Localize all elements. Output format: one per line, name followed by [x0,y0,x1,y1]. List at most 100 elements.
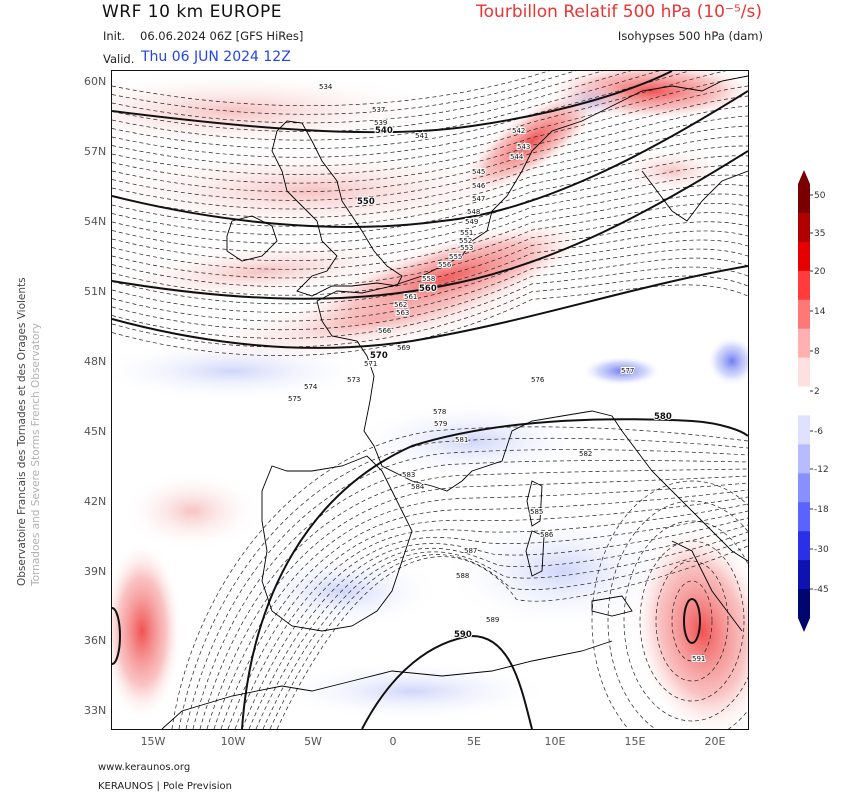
isohypse-label: 539 [374,119,387,127]
isohypse-label: 575 [288,395,301,403]
isohypse-label: 540 [375,126,393,136]
valid-label: Valid. [103,52,135,66]
colorbar-swatch [798,589,810,619]
isohypse-label: 579 [434,420,447,428]
colorbar-swatch [798,270,810,301]
longitude-label: 10W [220,735,246,748]
isohypse-label: 542 [512,127,525,135]
init-value: 06.06.2024 06Z [GFS HiRes] [140,29,304,43]
colorbar-swatch [798,241,810,272]
isohypse-label: 582 [579,450,592,458]
valid-date: Thu 06 JUN 2024 12Z [141,49,291,65]
latitude-label: 48N [84,355,107,368]
weather-map: 534 537 539 540 541 542 543 544 545 546 547 548 549 5… [111,70,749,730]
colorbar-label: -6 [814,427,823,437]
colorbar-swatch [798,299,810,330]
footer-url[interactable]: www.keraunos.org [98,762,191,773]
isohypse-label: 569 [397,344,410,352]
colorbar-swatch [798,502,810,532]
latitude-label: 33N [84,704,107,717]
isohypse-label: 553 [460,244,473,252]
latitude-label: 45N [84,425,107,438]
isohypse-label: 551 [460,229,473,237]
colorbar: 50 35 20 14 8 2 -6 -12 -18 -30 -45 [798,170,842,644]
colorbar-swatch [798,444,810,474]
colorbar-swatch [798,531,810,561]
isohypse-label: 548 [467,208,480,216]
latitude-label: 54N [84,215,107,228]
colorbar-label: 8 [814,347,820,357]
colorbar-label: 50 [814,191,826,201]
isohypse-label: 586 [540,531,554,539]
isohypse-label: 584 [411,483,425,491]
side-credit-en: Tornadoes and Severe Storms French Obser… [30,323,42,586]
isohypse-label: 585 [530,508,543,516]
isohypse-label: 547 [472,195,485,203]
longitude-label: 15E [624,735,646,748]
isohypse-label: 541 [415,132,428,140]
longitude-label: 20E [704,735,726,748]
colorbar-label: -30 [814,545,829,555]
longitude-label: 0 [389,735,397,748]
longitude-label: 10E [544,735,566,748]
isohypse-label: 577 [621,367,634,375]
latitude-label: 57N [84,145,107,158]
latitude-label: 39N [84,565,107,578]
colorbar-swatch [798,184,810,214]
isohypse-label: 556 [438,261,452,269]
longitude-label: 5W [304,735,322,748]
isohypse-label: 544 [510,153,524,161]
longitude-label: 5E [467,735,481,748]
colorbar-label: 20 [814,267,826,277]
latitude-label: 51N [84,285,107,298]
colorbar-swatch [798,386,810,416]
isohypse-label: 560 [419,284,437,294]
colorbar-swatch [798,357,810,388]
colorbar-swatch [798,415,810,445]
latitude-label: 60N [84,75,107,88]
colorbar-label: -18 [814,505,829,515]
colorbar-label: -12 [814,465,829,475]
isohypse-label: 581 [455,436,468,444]
isohypse-label: 566 [378,327,392,335]
isohypse-label: 574 [304,383,318,391]
isohypse-label: 537 [372,106,385,114]
isohypse-label: 552 [459,237,472,245]
colorbar-swatch [798,560,810,590]
isohypse-label: 549 [465,218,478,226]
isohypse-label: 543 [517,143,530,151]
isohypse-label: 555 [449,253,462,261]
isohypse-label: 570 [370,351,388,361]
isohypse-label: 571 [364,360,377,368]
isohypse-label: 589 [486,616,499,624]
colorbar-max-arrow [798,170,810,184]
longitude-label: 15W [140,735,166,748]
isohypse-label: 561 [404,293,417,301]
side-credit-fr: Observatoire Francais des Tornades et de… [16,277,28,586]
colorbar-swatch [798,473,810,503]
colorbar-scale: 50 35 20 14 8 2 -6 -12 -18 -30 -45 [798,170,829,632]
vorticity-shading [112,71,748,729]
isohypse-label: 558 [422,275,435,283]
isohypse-label: 590 [454,630,472,640]
isohypse-label: 545 [472,168,485,176]
bold-isohypse-lines [112,71,748,729]
coastlines [161,75,748,729]
isohypse-label: 580 [654,412,672,422]
colorbar-label: 14 [814,307,826,317]
isohypse-label: 583 [402,471,415,479]
isohypse-label: 591 [692,655,705,663]
colorbar-min-arrow [798,618,810,632]
colorbar-swatch [798,212,810,243]
isohypse-label: 573 [347,376,360,384]
isohypse-label: 562 [394,301,407,309]
isohypse-label: 576 [531,376,545,384]
isohypse-lines [112,71,748,729]
colorbar-swatch [798,328,810,359]
latitude-label: 42N [84,495,107,508]
colorbar-label: 2 [814,387,820,397]
colorbar-label: -45 [814,585,829,595]
isohypse-subtitle: Isohypses 500 hPa (dam) [617,29,763,43]
